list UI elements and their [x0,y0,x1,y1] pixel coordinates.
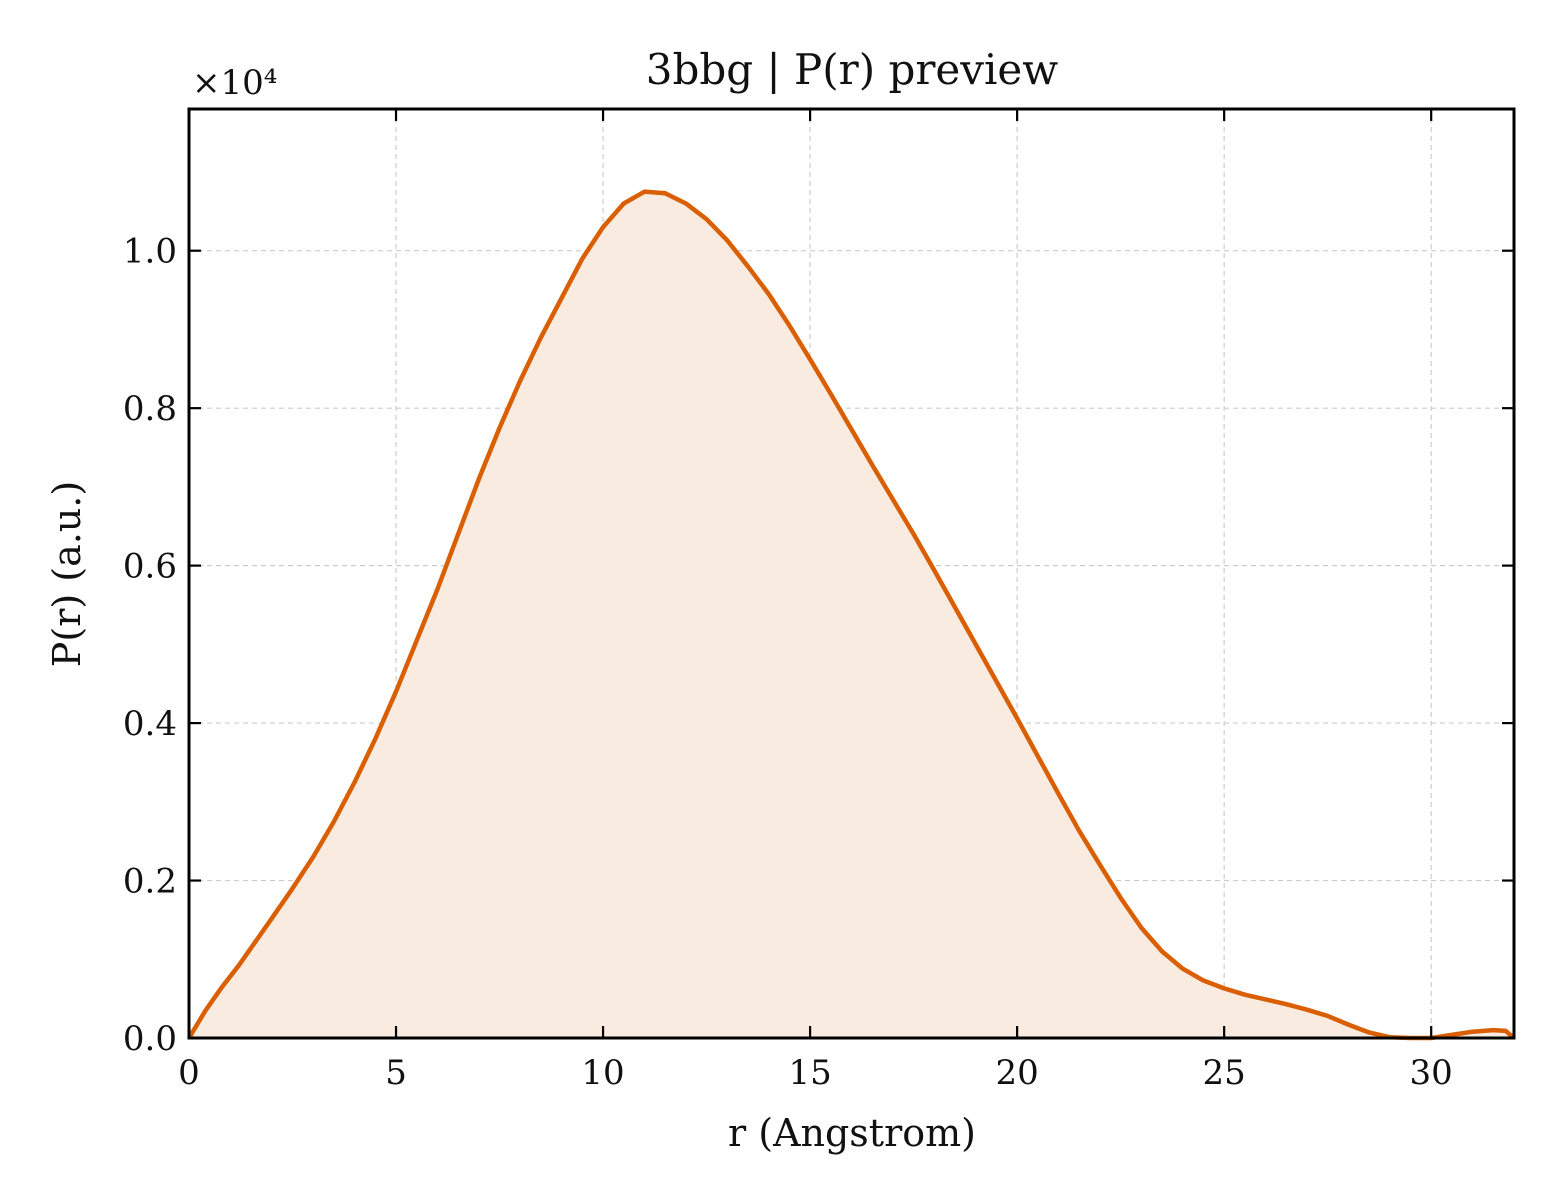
y-tick-label: 0.8 [123,389,177,429]
y-tick-label: 1.0 [123,232,177,272]
x-tick-labels: 0 5 10 15 20 25 30 [178,1053,1453,1093]
y-tick-label: 0.0 [123,1019,177,1059]
x-tick-label: 20 [995,1053,1038,1093]
x-axis-label: r (Angstrom) [728,1111,976,1155]
x-tick-label: 10 [581,1053,624,1093]
chart-title: 3bbg | P(r) preview [646,45,1059,94]
x-tick-label: 0 [178,1053,200,1093]
x-tick-label: 30 [1410,1053,1453,1093]
x-tick-label: 15 [788,1053,831,1093]
x-tick-label: 5 [385,1053,407,1093]
y-tick-labels: 0.0 0.2 0.4 0.6 0.8 1.0 [123,232,177,1059]
y-scale-label: ×10⁴ [192,63,277,103]
y-axis-label: P(r) (a.u.) [45,481,89,667]
plot-frame [187,107,1516,1040]
y-tick-label: 0.4 [123,704,177,744]
y-tick-label: 0.6 [123,547,177,587]
pr-series-line [187,189,1516,1041]
y-tick-label: 0.2 [123,862,177,902]
x-tick-label: 25 [1203,1053,1246,1093]
pr-area-fill [189,191,1514,1039]
